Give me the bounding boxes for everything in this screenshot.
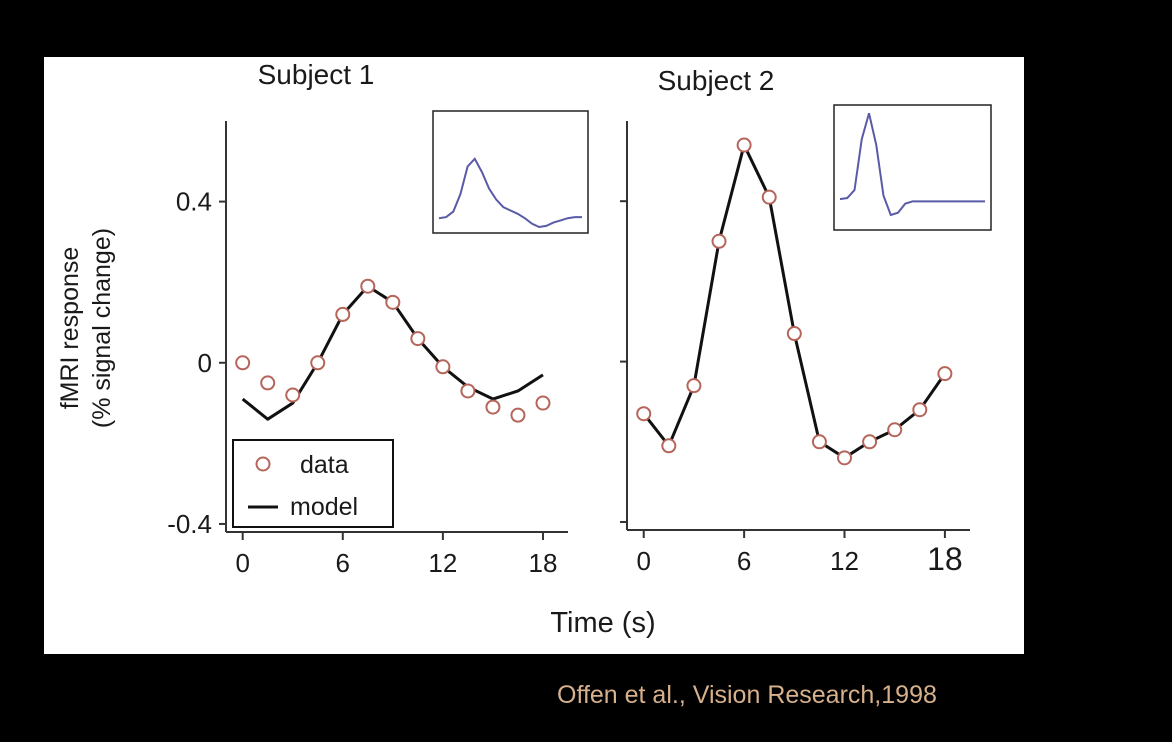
- x-axis-label: Time (s): [550, 607, 655, 639]
- data-point-subject-2-3: [711, 233, 727, 249]
- x-tick-label-subject-1-18: 18: [529, 548, 558, 578]
- data-point-subject-2-4: [736, 137, 752, 153]
- y-tick-label-2: 0.4: [176, 187, 212, 217]
- data-point-subject-2-1: [661, 438, 677, 454]
- y-axis-label-line-1: fMRI response: [56, 247, 84, 410]
- panel-subject-1: 0 6 12 18 -0.4 0 0.4 data model: [167, 110, 589, 578]
- data-point-subject-1-9: [460, 383, 476, 399]
- data-point-subject-1-0: [235, 355, 251, 371]
- legend-data-label: data: [300, 451, 349, 479]
- inset-curve-subject-2: [839, 112, 985, 217]
- y-tick-label-0: -0.4: [167, 509, 212, 539]
- x-tick-label-subject-1-0: 0: [235, 548, 249, 578]
- data-point-subject-1-11: [510, 407, 526, 423]
- data-point-subject-2-11: [912, 402, 928, 418]
- data-point-subject-1-2: [285, 387, 301, 403]
- data-point-subject-2-6: [786, 326, 802, 342]
- x-tick-label-subject-2-12: 12: [830, 546, 859, 576]
- inset-box-subject-1: [432, 110, 589, 234]
- data-point-subject-1-4: [335, 306, 351, 322]
- data-point-subject-1-3: [310, 355, 326, 371]
- data-point-subject-2-7: [811, 434, 827, 450]
- panel-subject-2: 0 6 12 18: [620, 104, 992, 577]
- data-point-subject-2-2: [686, 378, 702, 394]
- data-point-subject-1-5: [360, 278, 376, 294]
- data-point-subject-1-6: [385, 294, 401, 310]
- data-point-subject-2-12: [937, 366, 953, 382]
- x-tick-label-subject-1-6: 6: [336, 548, 350, 578]
- data-point-subject-1-1: [260, 375, 276, 391]
- data-point-subject-1-12: [535, 395, 551, 411]
- legend-data-marker: [255, 456, 271, 472]
- panel-title-subject-1: Subject 1: [258, 59, 375, 90]
- panel-title-subject-2: Subject 2: [658, 65, 775, 96]
- citation: Offen et al., Vision Research,1998: [557, 681, 937, 709]
- data-point-subject-2-8: [837, 450, 853, 466]
- inset-curve-subject-1: [438, 157, 582, 229]
- data-point-subject-1-10: [485, 399, 501, 415]
- x-tick-label-subject-2-0: 0: [636, 546, 650, 576]
- data-point-subject-2-9: [862, 434, 878, 450]
- legend-box: [232, 439, 394, 528]
- x-tick-label-subject-2-18: 18: [927, 541, 963, 577]
- legend-model-label: model: [290, 493, 358, 521]
- legend: data model: [232, 439, 394, 528]
- data-point-subject-2-5: [761, 189, 777, 205]
- y-tick-label-1: 0: [198, 348, 212, 378]
- inset-box-subject-2: [833, 104, 992, 231]
- data-point-subject-2-10: [887, 422, 903, 438]
- x-tick-label-subject-1-12: 12: [428, 548, 457, 578]
- data-point-subject-1-8: [435, 359, 451, 375]
- y-axis-label-line-2: (% signal change): [88, 228, 116, 428]
- data-point-subject-1-7: [410, 331, 426, 347]
- data-point-subject-2-0: [636, 406, 652, 422]
- x-tick-label-subject-2-6: 6: [737, 546, 751, 576]
